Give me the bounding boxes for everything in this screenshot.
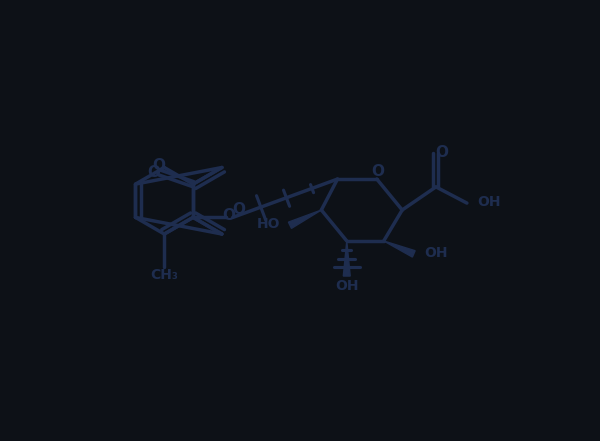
Text: O: O <box>232 202 245 217</box>
Text: O: O <box>223 208 236 223</box>
Text: O: O <box>152 158 165 173</box>
Polygon shape <box>289 210 322 228</box>
Text: OH: OH <box>335 279 359 293</box>
Text: O: O <box>148 165 160 180</box>
Text: CH₃: CH₃ <box>151 268 178 282</box>
Text: OH: OH <box>478 195 501 209</box>
Text: OH: OH <box>424 246 448 260</box>
Text: O: O <box>436 145 448 160</box>
Polygon shape <box>343 241 350 276</box>
Text: O: O <box>371 164 385 179</box>
Text: HO: HO <box>256 217 280 232</box>
Polygon shape <box>384 241 415 257</box>
